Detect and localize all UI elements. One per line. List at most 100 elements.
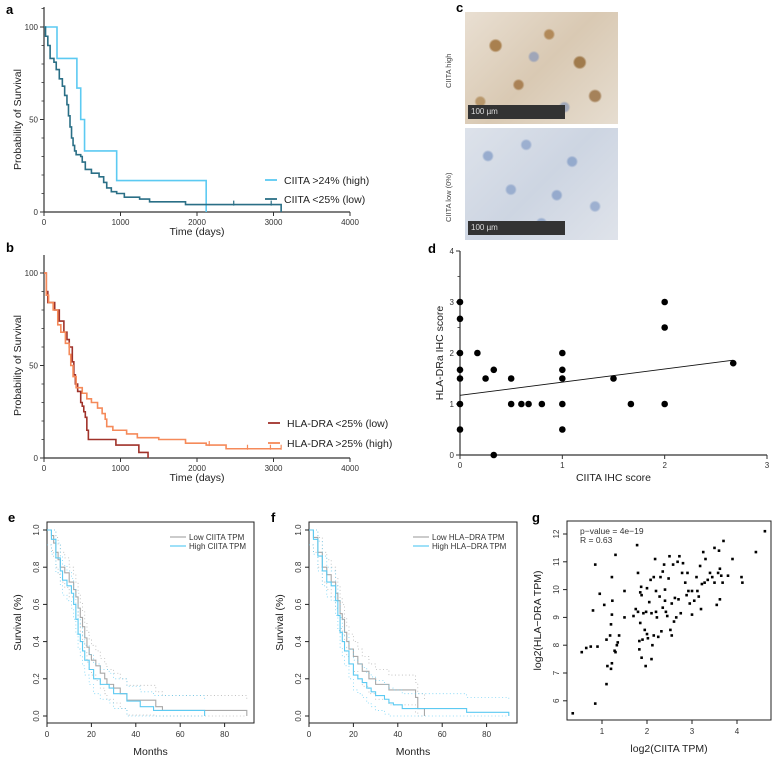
data-point bbox=[652, 575, 656, 579]
data-point bbox=[716, 571, 720, 575]
plot-frame bbox=[566, 520, 772, 721]
scale-bar: 100 µm bbox=[468, 221, 565, 235]
data-point bbox=[661, 606, 665, 609]
panel-label-c: c bbox=[456, 0, 463, 15]
data-point bbox=[663, 599, 667, 603]
x-tick-label: 60 bbox=[176, 730, 185, 739]
y-tick-label: 100 bbox=[25, 269, 39, 278]
data-point bbox=[646, 636, 650, 640]
y-tick-label: 0.0 bbox=[32, 710, 41, 722]
data-point bbox=[713, 546, 716, 550]
scale-bar: 100 µm bbox=[468, 105, 565, 119]
ihc-image-ciita-low: 100 µm bbox=[465, 128, 618, 240]
data-point bbox=[608, 634, 612, 637]
y-axis-label: Survival (%) bbox=[274, 594, 286, 651]
panel-label-a: a bbox=[6, 2, 14, 17]
y-tick-label: 6 bbox=[552, 698, 561, 703]
data-point bbox=[706, 578, 710, 582]
x-tick-label: 0 bbox=[458, 461, 463, 470]
legend-label: High HLA−DRA TPM bbox=[432, 542, 507, 551]
panel-label-b: b bbox=[6, 240, 14, 255]
ihc-image-ciita-high: 100 µm bbox=[465, 12, 618, 124]
data-point bbox=[696, 589, 699, 593]
x-tick-label: 0 bbox=[45, 730, 50, 739]
x-tick-label: 3 bbox=[690, 727, 695, 736]
data-point bbox=[658, 595, 661, 598]
data-point bbox=[525, 400, 532, 408]
y-tick-label: 4 bbox=[450, 247, 455, 256]
data-point bbox=[606, 664, 609, 668]
data-point bbox=[456, 315, 464, 323]
x-tick-label: 1 bbox=[600, 727, 605, 736]
x-tick-label: 3 bbox=[765, 461, 770, 470]
data-point bbox=[672, 620, 676, 623]
data-point bbox=[615, 643, 619, 647]
data-point bbox=[685, 593, 688, 597]
x-tick-label: 80 bbox=[220, 730, 229, 739]
legend-label: HLA-DRA >25% (high) bbox=[287, 438, 392, 450]
data-point bbox=[538, 400, 546, 408]
data-point bbox=[667, 577, 670, 580]
data-point bbox=[614, 650, 617, 654]
data-point bbox=[650, 611, 653, 615]
survival-curve-1 bbox=[47, 529, 206, 716]
data-point bbox=[670, 602, 674, 605]
x-axis-label: Time (days) bbox=[169, 226, 224, 238]
data-point bbox=[610, 575, 614, 579]
data-point bbox=[640, 593, 643, 597]
data-point bbox=[763, 529, 767, 533]
data-point bbox=[636, 571, 640, 575]
annotation: p−value = 4e−19 bbox=[580, 526, 644, 536]
data-point bbox=[609, 623, 613, 626]
y-tick-label: 0.0 bbox=[294, 710, 303, 722]
data-point bbox=[699, 607, 703, 611]
data-point bbox=[686, 571, 689, 575]
data-point bbox=[602, 603, 606, 607]
data-point bbox=[559, 375, 566, 382]
x-axis-label: Months bbox=[133, 746, 167, 758]
data-point bbox=[642, 611, 645, 615]
data-point bbox=[591, 609, 595, 612]
data-point bbox=[627, 400, 635, 408]
y-tick-label: 1.0 bbox=[294, 524, 303, 536]
data-point bbox=[740, 575, 743, 579]
y-axis-label: Survival (%) bbox=[12, 594, 24, 651]
y-tick-label: 12 bbox=[552, 529, 561, 538]
data-point bbox=[518, 400, 525, 408]
data-point bbox=[559, 349, 566, 357]
data-point bbox=[610, 613, 614, 616]
y-tick-label: 0 bbox=[450, 451, 455, 460]
x-tick-label: 2 bbox=[645, 727, 650, 736]
x-axis-label: Time (days) bbox=[169, 472, 224, 484]
data-point bbox=[649, 578, 652, 582]
data-point bbox=[636, 610, 640, 614]
data-point bbox=[647, 600, 651, 604]
regression-line bbox=[459, 359, 734, 396]
data-point bbox=[663, 588, 667, 591]
x-tick-label: 0 bbox=[307, 730, 312, 739]
chart-b: 0 1000 2000 3000 4000 0 50 100 Time (days) Probab… bbox=[12, 255, 392, 484]
data-point bbox=[713, 581, 716, 584]
data-point bbox=[456, 426, 464, 433]
survival-curve-1 bbox=[44, 26, 282, 212]
data-point bbox=[610, 661, 614, 665]
data-point bbox=[638, 648, 641, 651]
y-tick-label: 50 bbox=[29, 362, 38, 371]
x-axis-label: CIITA IHC score bbox=[576, 472, 651, 484]
data-point bbox=[616, 641, 620, 644]
data-point bbox=[589, 645, 593, 648]
data-point bbox=[697, 595, 701, 598]
data-point bbox=[671, 563, 675, 566]
data-point bbox=[559, 366, 566, 374]
data-point bbox=[664, 610, 668, 614]
y-tick-label: 2 bbox=[450, 349, 455, 358]
data-point bbox=[662, 563, 666, 566]
panel-label-d: d bbox=[428, 241, 436, 256]
data-point bbox=[704, 557, 707, 561]
y-tick-label: 100 bbox=[25, 23, 39, 32]
data-point bbox=[456, 298, 464, 306]
data-point bbox=[678, 554, 681, 558]
data-point bbox=[456, 400, 464, 408]
data-point bbox=[605, 638, 608, 641]
